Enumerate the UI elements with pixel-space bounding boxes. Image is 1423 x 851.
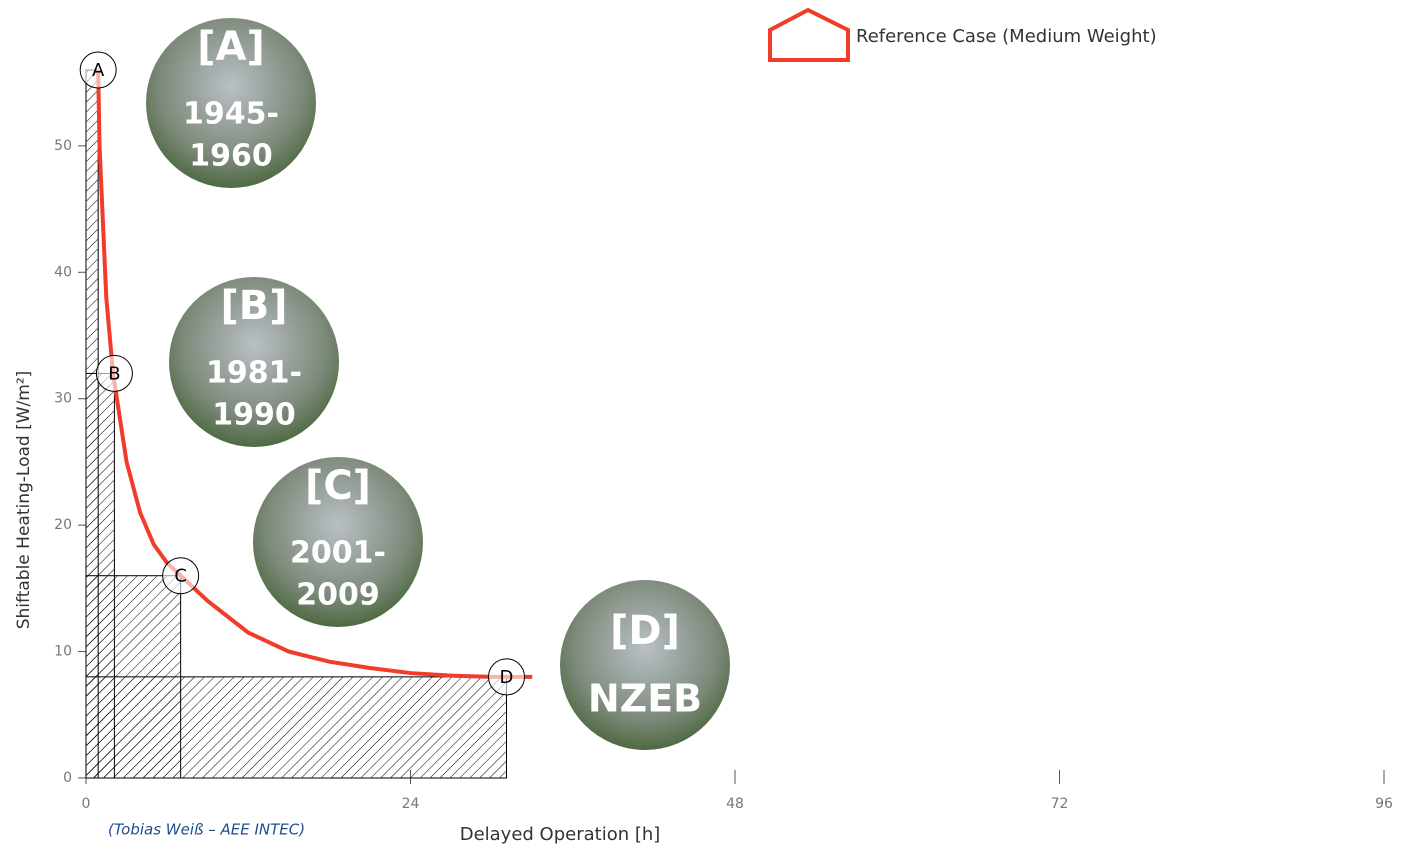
point-label: B	[108, 363, 120, 384]
photo-tag: [B]	[220, 283, 287, 329]
photo	[146, 18, 316, 188]
y-tick-label: 50	[54, 138, 72, 154]
x-tick-label: 24	[402, 796, 420, 812]
photo-tag: [C]	[305, 463, 371, 509]
x-axis-label: Delayed Operation [h]	[460, 824, 661, 845]
x-tick-label: 96	[1375, 796, 1393, 812]
photo	[560, 580, 730, 750]
y-tick-label: 20	[54, 517, 72, 533]
x-tick-label: 48	[726, 796, 744, 812]
point-marker	[95, 354, 133, 392]
point-label: A	[92, 60, 105, 81]
y-tick-label: 0	[63, 770, 72, 786]
point-marker	[487, 658, 525, 696]
photo	[169, 277, 339, 447]
credit: (Tobias Weiß – AEE INTEC)	[108, 821, 305, 839]
x-tick-label: 0	[82, 796, 91, 812]
y-tick-label: 30	[54, 391, 72, 407]
photo-label: 2001-	[290, 536, 386, 571]
photo-label: 1960	[189, 139, 273, 174]
point-label: D	[500, 667, 514, 688]
photo-tag: [A]	[197, 24, 265, 70]
photo-label: 2009	[296, 578, 380, 613]
legend-label: Reference Case (Medium Weight)	[856, 26, 1157, 47]
photo-label: 1981-	[206, 356, 302, 391]
x-tick-label: 72	[1051, 796, 1069, 812]
photo-tag: [D]	[610, 608, 680, 654]
photo	[253, 457, 423, 627]
y-tick-label: 10	[54, 644, 72, 660]
y-axis-label: Shiftable Heating-Load [W/m²]	[14, 371, 34, 630]
photo-label: 1945-	[183, 97, 279, 132]
hatched-area	[85, 676, 507, 779]
point-label: C	[174, 566, 187, 587]
point-marker	[79, 51, 117, 89]
photo-label: 1990	[212, 398, 296, 433]
point-marker	[162, 557, 200, 595]
photo-label: NZEB	[588, 677, 702, 721]
y-tick-label: 40	[54, 264, 72, 280]
legend-icon	[768, 7, 850, 62]
